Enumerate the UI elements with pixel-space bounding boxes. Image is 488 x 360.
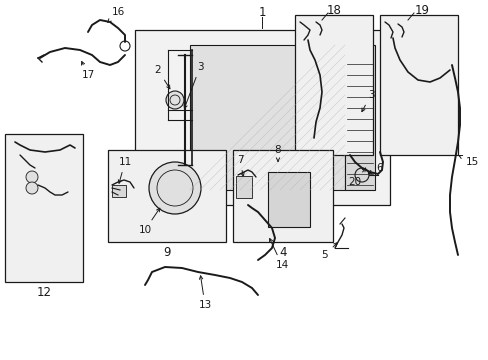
Circle shape: [26, 171, 38, 183]
Bar: [379, 15, 457, 155]
Bar: [267, 172, 309, 227]
Circle shape: [165, 91, 183, 109]
Text: 1: 1: [258, 5, 265, 18]
Text: 20: 20: [348, 168, 365, 187]
Bar: [294, 15, 372, 155]
Text: 12: 12: [37, 285, 51, 298]
Bar: [345, 45, 374, 190]
Text: 3: 3: [183, 62, 203, 108]
Text: 2: 2: [154, 65, 169, 89]
Text: 18: 18: [326, 4, 341, 17]
Bar: [190, 45, 345, 190]
Text: 6: 6: [368, 163, 383, 174]
Bar: [236, 176, 251, 198]
Text: 7: 7: [236, 155, 244, 176]
Circle shape: [354, 168, 368, 182]
Text: 13: 13: [198, 276, 211, 310]
Text: 19: 19: [414, 4, 428, 17]
Bar: [5, 134, 83, 282]
Circle shape: [26, 182, 38, 194]
Bar: [112, 185, 126, 197]
Bar: [232, 150, 332, 242]
Text: 14: 14: [269, 239, 288, 270]
Text: 9: 9: [163, 246, 170, 258]
Text: 8: 8: [274, 145, 281, 161]
Text: 5: 5: [321, 243, 337, 260]
Text: 10: 10: [138, 208, 160, 235]
Text: 17: 17: [81, 62, 95, 80]
Text: 3: 3: [361, 90, 373, 112]
Text: 11: 11: [118, 157, 131, 183]
Text: 4: 4: [279, 246, 286, 258]
Bar: [108, 150, 225, 242]
Text: 16: 16: [107, 7, 124, 22]
Bar: [135, 30, 389, 205]
Circle shape: [149, 162, 201, 214]
Text: 15: 15: [458, 156, 478, 167]
